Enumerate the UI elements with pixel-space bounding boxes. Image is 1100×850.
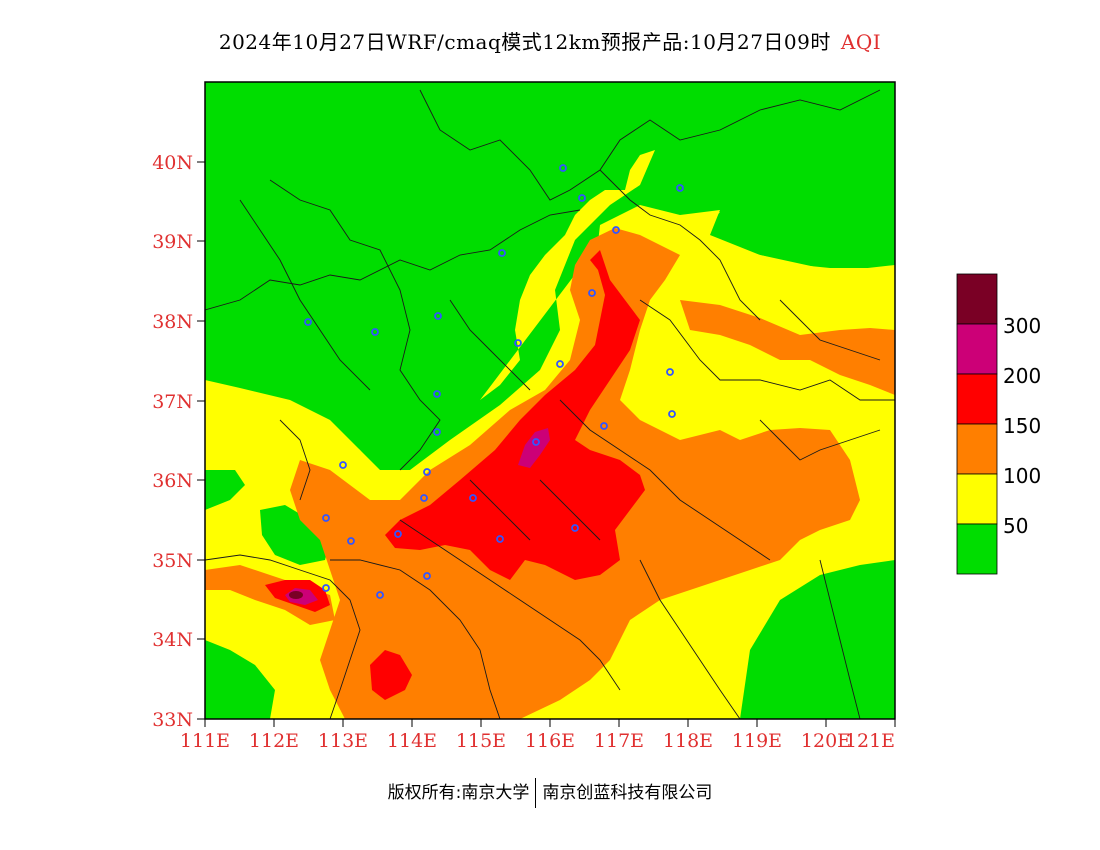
- y-tick-label: 33N: [152, 709, 193, 731]
- x-tick-label: 120E: [801, 730, 851, 752]
- legend-swatch-unhealthy: [956, 373, 998, 425]
- aqi-legend: 300 200 150 100 50: [956, 273, 1041, 575]
- x-tick-label: 116E: [525, 730, 575, 752]
- boundary-lines: [205, 89, 895, 719]
- x-tick-label: 117E: [594, 730, 644, 752]
- y-tick-label: 40N: [152, 152, 193, 174]
- copyright-text: 版权所有:南京大学: [387, 783, 530, 803]
- footer-separator: [535, 778, 537, 808]
- legend-swatch-unhealthy-sensitive: [956, 423, 998, 475]
- y-tick-label: 37N: [152, 391, 193, 413]
- x-tick-label: 114E: [387, 730, 437, 752]
- x-tick-label: 115E: [456, 730, 506, 752]
- legend-label: 50: [1003, 514, 1028, 538]
- axis-ticks: [197, 161, 896, 727]
- legend-label: 150: [1003, 414, 1041, 438]
- x-tick-label: 113E: [318, 730, 368, 752]
- legend-swatch-very-unhealthy: [956, 323, 998, 375]
- y-axis-labels: 33N 34N 35N 36N 37N 38N 39N 40N: [152, 152, 193, 731]
- good-pocket-southwest: [205, 640, 275, 719]
- aqi-field: [205, 82, 895, 719]
- good-pocket-dabieshan: [260, 505, 330, 565]
- x-tick-label: 111E: [180, 730, 230, 752]
- good-region-southeast: [740, 560, 895, 719]
- hazardous-spot: [289, 591, 303, 599]
- footer: 版权所有:南京大学 南京创蓝科技有限公司: [0, 778, 1100, 808]
- good-pocket-west: [205, 470, 245, 510]
- title-main: 2024年10月27日WRF/cmaq模式12km预报产品:10月27日09时: [218, 30, 831, 54]
- legend-swatch-good: [956, 523, 998, 575]
- y-tick-label: 38N: [152, 311, 193, 333]
- legend-swatch-hazardous: [956, 273, 998, 325]
- very-unhealthy-region: [518, 428, 550, 468]
- x-tick-label: 118E: [663, 730, 713, 752]
- unhealthy-sensitive-region-northeast: [680, 300, 895, 395]
- unhealthy-sensitive-region-southwest: [205, 565, 335, 625]
- x-tick-label: 121E: [845, 730, 895, 752]
- legend-label: 200: [1003, 364, 1041, 388]
- x-tick-label: 112E: [249, 730, 299, 752]
- legend-label: 100: [1003, 464, 1041, 488]
- map-title: 2024年10月27日WRF/cmaq模式12km预报产品:10月27日09时 A…: [0, 26, 1100, 55]
- company-text: 南京创蓝科技有限公司: [542, 783, 713, 803]
- y-tick-label: 39N: [152, 231, 193, 253]
- x-axis-labels: 111E 112E 113E 114E 115E 116E 117E 118E …: [180, 730, 895, 752]
- x-tick-label: 119E: [732, 730, 782, 752]
- title-variable: AQI: [840, 30, 882, 54]
- y-tick-label: 34N: [152, 629, 193, 651]
- station-markers: [304, 164, 684, 599]
- unhealthy-pocket-south: [370, 650, 412, 700]
- legend-swatch-moderate: [956, 473, 998, 525]
- y-tick-label: 36N: [152, 470, 193, 492]
- unhealthy-region: [385, 250, 645, 580]
- legend-label: 300: [1003, 314, 1041, 338]
- y-tick-label: 35N: [152, 550, 193, 572]
